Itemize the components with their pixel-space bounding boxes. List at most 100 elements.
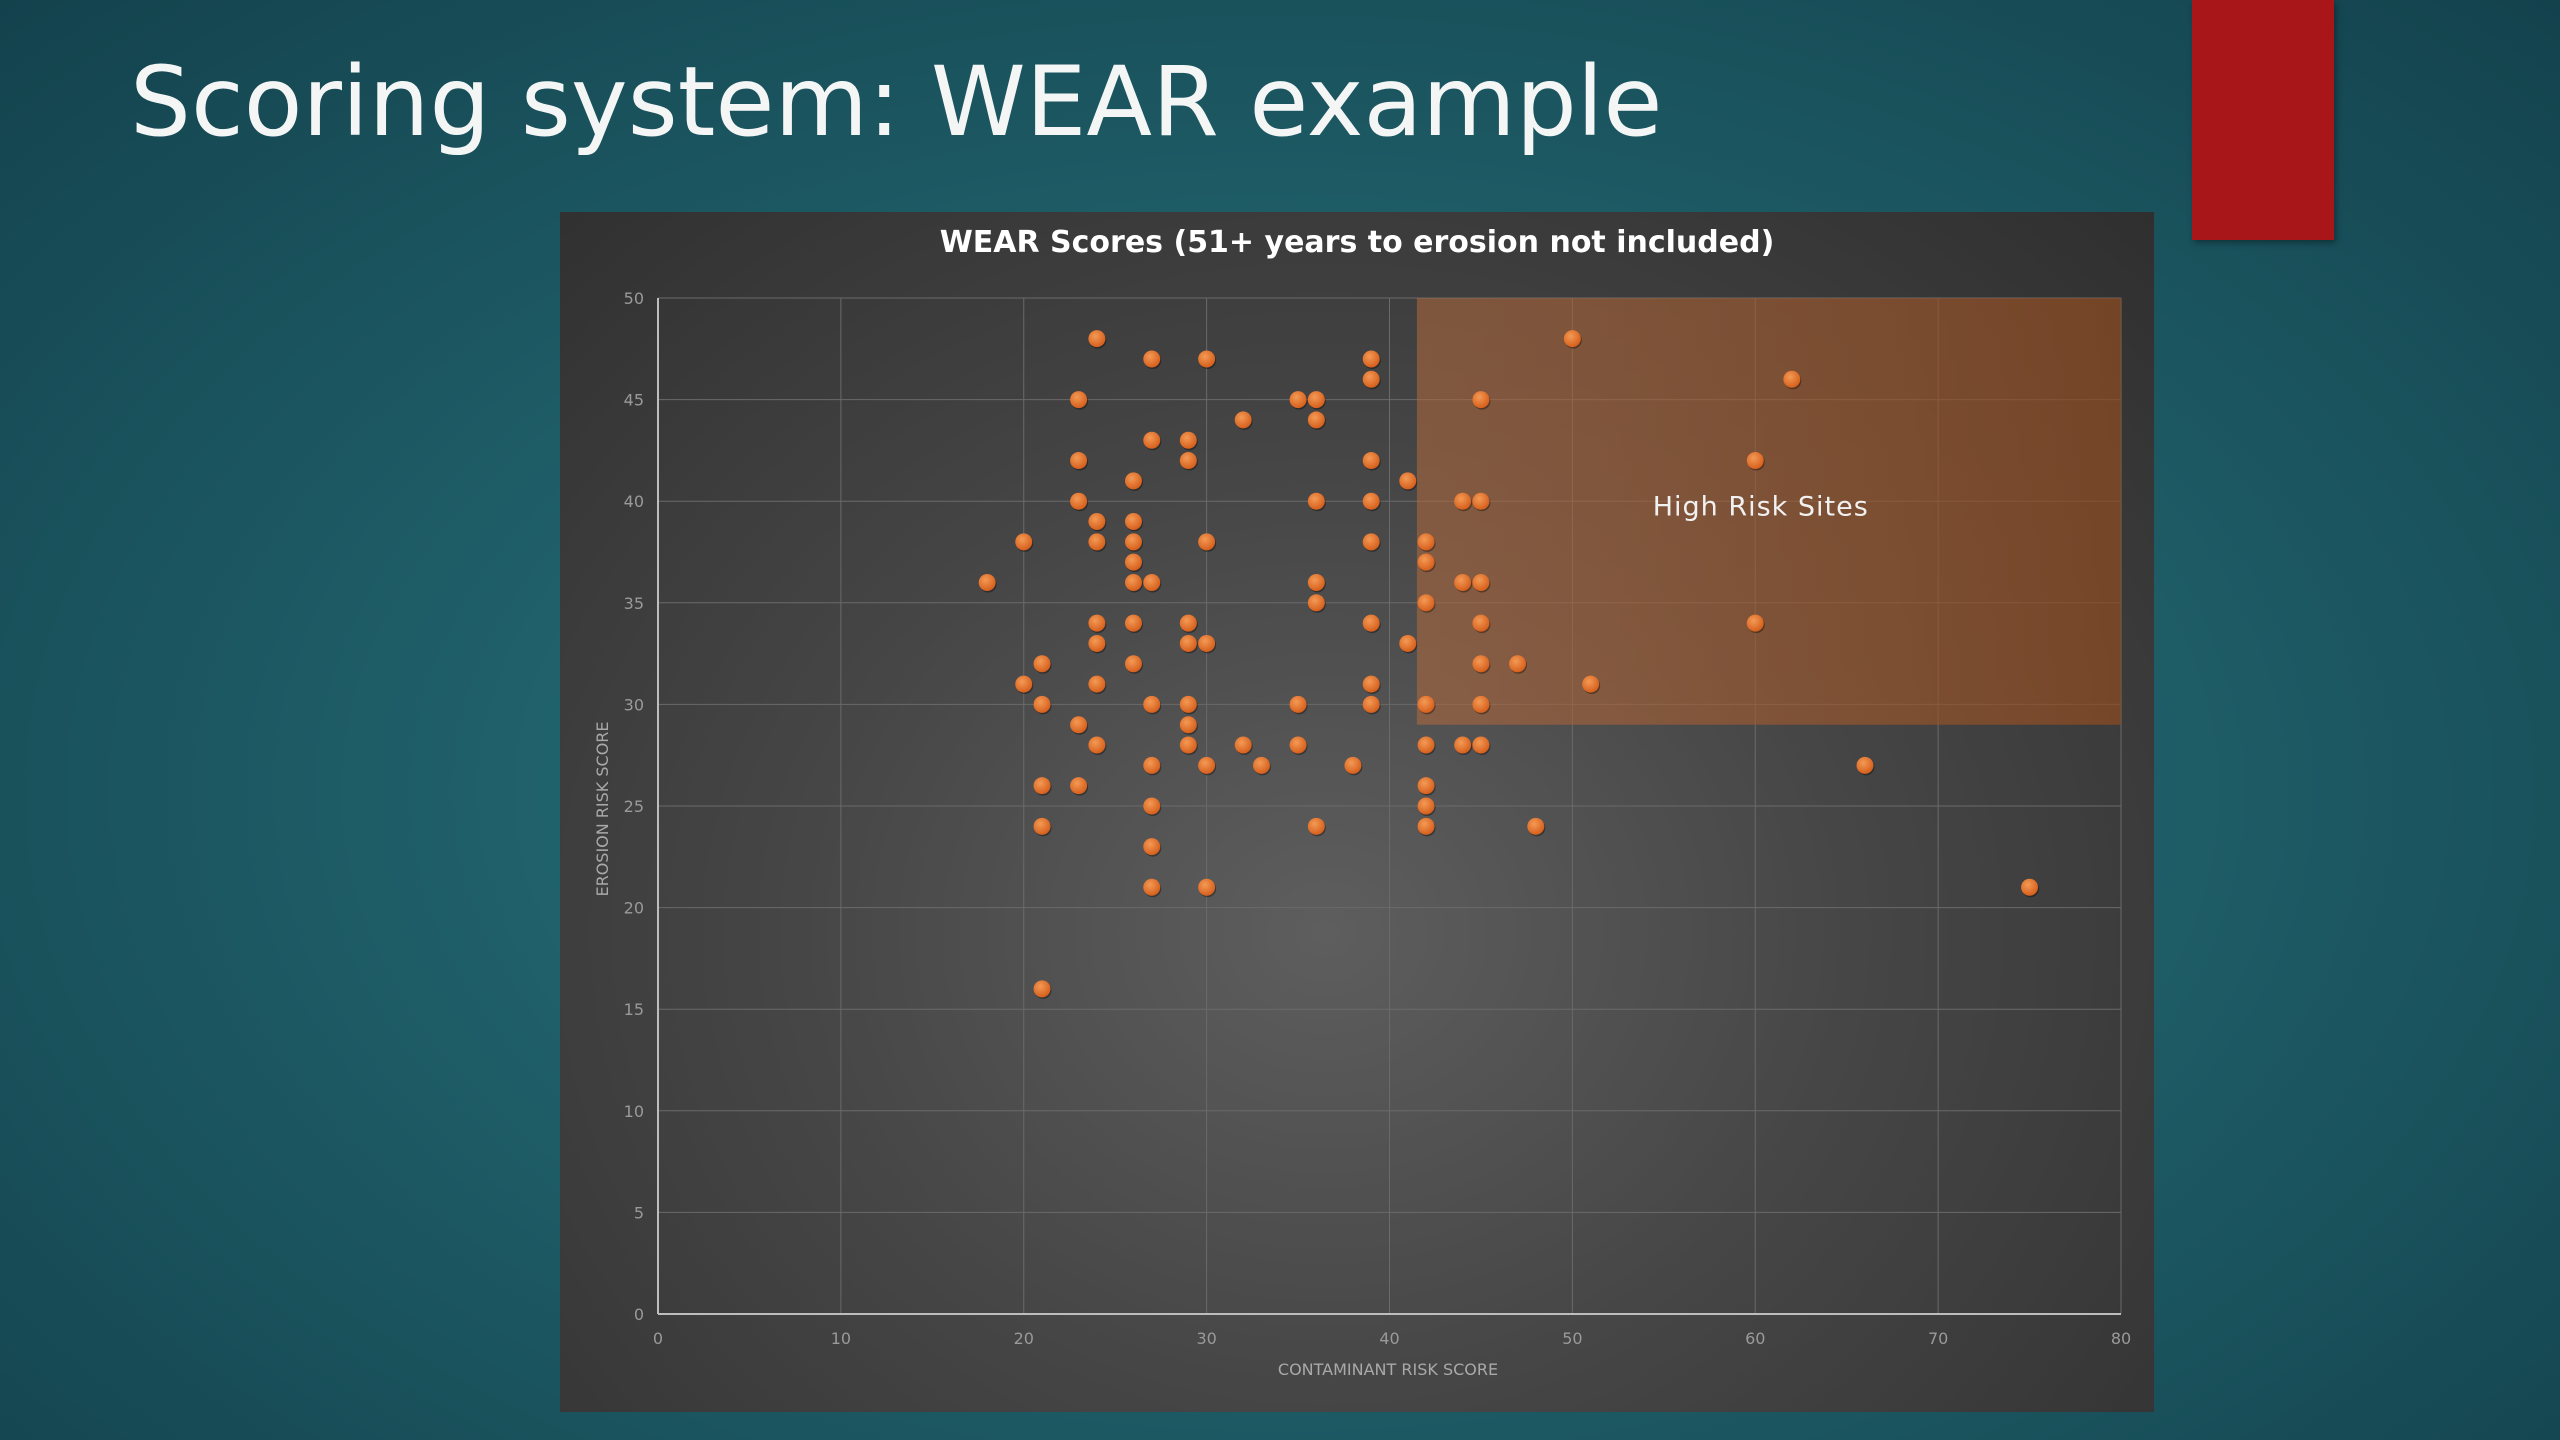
data-point xyxy=(1033,980,1051,998)
x-tick-label: 40 xyxy=(1379,1329,1399,1348)
data-point xyxy=(1124,533,1142,551)
data-point xyxy=(1472,492,1490,510)
high-risk-region: High Risk Sites xyxy=(1416,298,2121,725)
data-point xyxy=(1088,513,1106,531)
x-tick-label: 60 xyxy=(1745,1329,1765,1348)
data-point xyxy=(1033,817,1051,835)
data-point xyxy=(1179,634,1197,652)
data-point xyxy=(1362,695,1380,713)
high-risk-label: High Risk Sites xyxy=(1653,491,1869,522)
data-point xyxy=(1143,350,1161,368)
data-point xyxy=(1472,391,1490,409)
data-point xyxy=(1124,573,1142,591)
data-point xyxy=(1143,797,1161,815)
data-point xyxy=(1289,695,1307,713)
data-point xyxy=(1783,370,1801,388)
data-point xyxy=(1417,553,1435,571)
scatter-chart: WEAR Scores (51+ years to erosion not in… xyxy=(593,225,2132,1379)
data-point xyxy=(1362,614,1380,632)
data-point xyxy=(1746,614,1764,632)
data-point xyxy=(1070,452,1088,470)
data-point xyxy=(1399,472,1417,490)
data-point xyxy=(1124,472,1142,490)
data-point xyxy=(1417,777,1435,795)
y-tick-label: 15 xyxy=(624,1000,644,1019)
data-point xyxy=(1362,350,1380,368)
chart-panel: WEAR Scores (51+ years to erosion not in… xyxy=(560,212,2154,1412)
high-risk-rect xyxy=(1416,298,2121,725)
data-point xyxy=(1179,614,1197,632)
data-point xyxy=(1088,330,1106,348)
data-point xyxy=(1015,675,1033,693)
data-point xyxy=(1307,492,1325,510)
data-point xyxy=(1856,756,1874,774)
data-point xyxy=(1362,675,1380,693)
data-point xyxy=(1307,411,1325,429)
data-point xyxy=(1198,533,1216,551)
x-tick-label: 20 xyxy=(1014,1329,1034,1348)
data-point xyxy=(1563,330,1581,348)
data-point xyxy=(1582,675,1600,693)
data-point xyxy=(1472,695,1490,713)
data-point xyxy=(1198,878,1216,896)
data-point xyxy=(1198,756,1216,774)
data-point xyxy=(1307,573,1325,591)
data-point xyxy=(1070,716,1088,734)
data-point xyxy=(1033,655,1051,673)
red-accent-block xyxy=(2192,0,2334,240)
data-point xyxy=(1234,736,1252,754)
data-point xyxy=(1070,391,1088,409)
x-tick-label: 70 xyxy=(1928,1329,1948,1348)
data-point xyxy=(1454,736,1472,754)
data-point xyxy=(1179,736,1197,754)
data-point xyxy=(1015,533,1033,551)
data-point xyxy=(1417,695,1435,713)
data-point xyxy=(1124,655,1142,673)
data-points xyxy=(978,330,2040,999)
data-point xyxy=(1088,614,1106,632)
data-point xyxy=(1143,878,1161,896)
data-point xyxy=(1454,492,1472,510)
data-point xyxy=(1417,533,1435,551)
data-point xyxy=(1198,350,1216,368)
data-point xyxy=(1417,736,1435,754)
data-point xyxy=(1179,716,1197,734)
y-tick-label: 10 xyxy=(624,1102,644,1121)
data-point xyxy=(1070,777,1088,795)
data-point xyxy=(1124,614,1142,632)
y-axis-label: EROSION RISK SCORE xyxy=(593,721,612,896)
data-point xyxy=(1472,614,1490,632)
data-point xyxy=(1362,492,1380,510)
data-point xyxy=(1509,655,1527,673)
data-point xyxy=(1124,513,1142,531)
data-point xyxy=(1088,675,1106,693)
data-point xyxy=(1143,431,1161,449)
axes: 0 5 10 15 20 25 30 35 40 45 50 0 10 20 30 40 50 60 70 80 xyxy=(624,289,2132,1348)
data-point xyxy=(1088,736,1106,754)
data-point xyxy=(1417,817,1435,835)
data-point xyxy=(1399,634,1417,652)
data-point xyxy=(1198,634,1216,652)
data-point xyxy=(1143,756,1161,774)
data-point xyxy=(1344,756,1362,774)
data-point xyxy=(1124,553,1142,571)
data-point xyxy=(1033,695,1051,713)
y-tick-label: 20 xyxy=(624,899,644,918)
y-tick-label: 30 xyxy=(624,695,644,714)
x-tick-label: 0 xyxy=(653,1329,663,1348)
data-point xyxy=(1289,391,1307,409)
y-tick-label: 0 xyxy=(634,1305,644,1324)
data-point xyxy=(1179,695,1197,713)
data-point xyxy=(978,573,996,591)
data-point xyxy=(1234,411,1252,429)
x-tick-label: 80 xyxy=(2111,1329,2131,1348)
data-point xyxy=(1472,736,1490,754)
y-tick-label: 45 xyxy=(624,391,644,410)
data-point xyxy=(1472,573,1490,591)
data-point xyxy=(1362,452,1380,470)
y-tick-label: 35 xyxy=(624,594,644,613)
data-point xyxy=(1307,594,1325,612)
data-point xyxy=(1070,492,1088,510)
data-point xyxy=(1307,817,1325,835)
x-tick-label: 10 xyxy=(831,1329,851,1348)
